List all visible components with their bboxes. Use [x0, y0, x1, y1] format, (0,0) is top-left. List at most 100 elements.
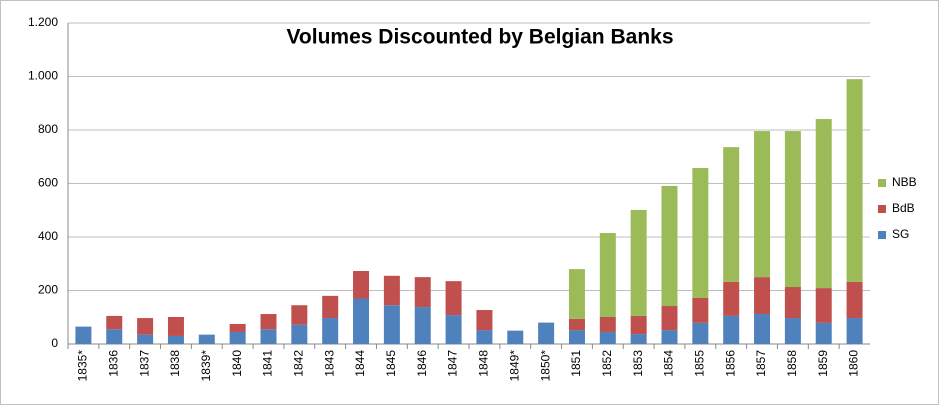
bar-segment	[167, 335, 184, 344]
y-tick-label: 1.200	[28, 15, 58, 29]
x-tick-label: 1836	[106, 350, 120, 377]
x-tick-label: 1859	[816, 350, 830, 377]
bar-segment	[815, 119, 832, 289]
bar-segment	[106, 315, 123, 330]
bar-segment	[229, 331, 246, 344]
bar-segment	[568, 330, 585, 344]
y-tick-label: 600	[38, 176, 58, 190]
legend-swatch	[878, 179, 886, 187]
x-tick-label: 1848	[477, 350, 491, 377]
bar-segment	[723, 281, 740, 316]
bar-segment	[661, 185, 678, 307]
y-tick-label: 1.000	[28, 69, 58, 83]
x-tick-label: 1842	[292, 350, 306, 377]
legend-label: NBB	[892, 175, 917, 189]
bar-segment	[784, 131, 801, 288]
legend-swatch	[878, 231, 886, 239]
x-tick-label: 1855	[693, 350, 707, 377]
bar-segment	[106, 329, 123, 344]
bar-segment	[414, 277, 431, 308]
bar-segment	[291, 305, 308, 325]
x-tick-label: 1856	[723, 350, 737, 377]
x-tick-label: 1860	[847, 350, 861, 377]
bar-segment	[568, 318, 585, 331]
bar-segment	[229, 323, 246, 332]
chart-title: Volumes Discounted by Belgian Banks	[286, 26, 673, 49]
bar-segment	[353, 270, 370, 299]
bar-segment	[137, 334, 154, 344]
legend-label: BdB	[892, 201, 915, 215]
bar-segment	[507, 330, 524, 344]
x-tick-label: 1835*	[76, 350, 90, 382]
bar-segment	[599, 232, 616, 317]
bar-segment	[260, 329, 277, 344]
bar-segment	[692, 322, 709, 344]
bar-segment	[754, 314, 771, 344]
x-tick-label: 1851	[569, 350, 583, 377]
bar-segment	[167, 316, 184, 336]
bar-segment	[661, 330, 678, 344]
y-tick-label: 200	[38, 283, 58, 297]
bar-segment	[846, 281, 863, 319]
bar-segment	[414, 307, 431, 344]
bar-segment	[198, 334, 215, 344]
bar-segment	[353, 298, 370, 344]
y-tick-label: 800	[38, 122, 58, 136]
bar-segment	[784, 318, 801, 344]
bar-segment	[846, 79, 863, 282]
legend-label: SG	[892, 227, 909, 241]
bar-segment	[754, 277, 771, 315]
bar-segment	[538, 322, 555, 344]
x-tick-label: 1840	[230, 350, 244, 377]
x-tick-label: 1849*	[507, 350, 521, 382]
bar-segment	[815, 288, 832, 323]
x-tick-label: 1853	[631, 350, 645, 377]
bar-segment	[599, 316, 616, 332]
bar-segment	[723, 315, 740, 344]
y-tick-label: 400	[38, 229, 58, 243]
x-tick-label: 1847	[446, 350, 460, 377]
x-tick-label: 1838	[168, 350, 182, 377]
bar-segment	[661, 306, 678, 331]
x-tick-label: 1843	[322, 350, 336, 377]
x-tick-label: 1854	[662, 350, 676, 377]
bar-segment	[630, 315, 647, 335]
bar-segment	[75, 326, 92, 344]
bar-segment	[599, 331, 616, 344]
bar-segment	[692, 167, 709, 298]
bar-segment	[137, 318, 154, 335]
x-tick-label: 1839*	[199, 350, 213, 382]
bar-segment	[692, 297, 709, 323]
bar-segment	[322, 295, 339, 319]
bar-segment	[476, 330, 493, 344]
bar-segment	[815, 322, 832, 344]
bar-segment	[630, 209, 647, 316]
y-tick-label: 0	[51, 336, 58, 350]
bar-segment	[322, 318, 339, 344]
bar-segment	[630, 334, 647, 344]
x-tick-label: 1846	[415, 350, 429, 377]
bar-segment	[723, 147, 740, 282]
x-tick-label: 1852	[600, 350, 614, 377]
x-tick-label: 1844	[353, 350, 367, 377]
bar-segment	[383, 275, 400, 306]
bar-segment	[291, 324, 308, 344]
x-tick-label: 1850*	[538, 350, 552, 382]
x-tick-label: 1837	[137, 350, 151, 377]
bar-segment	[383, 305, 400, 344]
bar-segment	[445, 281, 462, 316]
x-tick-label: 1857	[754, 350, 768, 377]
bar-segment	[754, 131, 771, 278]
bar-segment	[846, 318, 863, 344]
x-tick-label: 1858	[785, 350, 799, 377]
legend-swatch	[878, 205, 886, 213]
x-tick-label: 1845	[384, 350, 398, 377]
bar-segment	[784, 287, 801, 319]
bar-segment	[260, 314, 277, 330]
bar-segment	[445, 315, 462, 344]
x-tick-label: 1841	[261, 350, 275, 377]
bar-segment	[568, 269, 585, 319]
